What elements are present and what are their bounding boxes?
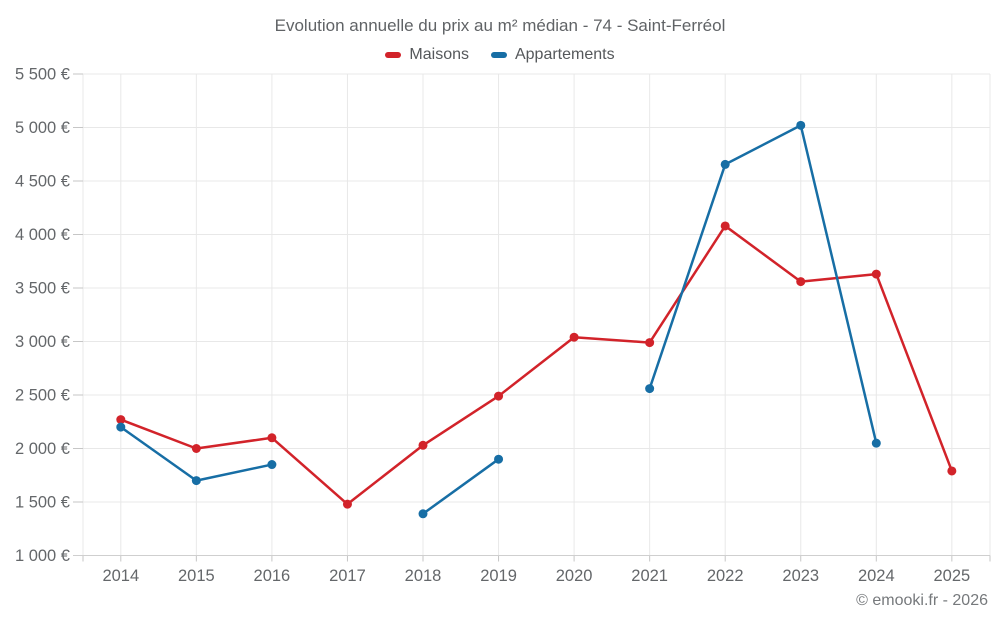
- appartements-series-swatch-icon: [490, 52, 507, 58]
- chart-title: Evolution annuelle du prix au m² médian …: [274, 16, 726, 35]
- y-tick-label: 3 000 €: [15, 333, 70, 351]
- legend-item-maisons[interactable]: Maisons: [385, 46, 469, 64]
- axis-labels: 1 000 € 1 500 € 2 000 € 2 500 € 3 000 € 3 500…: [15, 66, 970, 586]
- y-tick-label: 1 000 €: [15, 547, 70, 565]
- x-tick-label: 2024: [858, 567, 895, 585]
- data-point: [947, 466, 957, 476]
- data-point: [494, 391, 504, 401]
- y-tick-label: 4 000 €: [15, 226, 70, 244]
- data-point: [569, 332, 579, 342]
- y-tick-label: 2 000 €: [15, 440, 70, 458]
- data-point: [267, 433, 277, 443]
- data-point: [720, 159, 730, 169]
- y-tick-label: 3 500 €: [15, 280, 70, 298]
- x-tick-label: 2015: [178, 567, 215, 585]
- x-tick-label: 2020: [556, 567, 593, 585]
- axes: [73, 73, 991, 562]
- legend-label-appartements: Appartements: [514, 46, 615, 63]
- maisons-series-swatch-icon: [385, 52, 402, 58]
- series-maisons: [116, 221, 957, 509]
- data-point: [191, 444, 201, 453]
- data-point: [116, 415, 126, 425]
- series-line: [119, 224, 954, 506]
- x-tick-label: 2022: [707, 567, 744, 585]
- y-tick-label: 1 500 €: [15, 494, 70, 512]
- data-point: [267, 460, 277, 470]
- data-point: [645, 384, 655, 394]
- series-appartements: [116, 120, 881, 519]
- x-tick-label: 2014: [102, 567, 139, 585]
- data-point: [494, 454, 504, 464]
- data-point: [191, 476, 201, 486]
- y-tick-label: 5 000 €: [15, 119, 70, 137]
- data-point: [871, 269, 881, 279]
- data-point: [796, 120, 806, 130]
- data-point: [645, 338, 655, 348]
- data-point: [116, 422, 126, 432]
- data-point: [720, 221, 730, 231]
- legend-label-maisons: Maisons: [409, 46, 469, 63]
- series-line: [648, 124, 878, 445]
- y-tick-label: 2 500 €: [15, 387, 70, 405]
- series-line: [421, 457, 500, 516]
- data-point: [342, 499, 352, 509]
- x-tick-label: 2018: [405, 567, 442, 585]
- y-tick-label: 5 500 €: [15, 66, 70, 84]
- chart-legend: Maisons Appartements: [0, 46, 1000, 64]
- gridlines: [73, 73, 991, 556]
- x-tick-label: 2016: [254, 567, 291, 585]
- x-tick-label: 2019: [480, 567, 517, 585]
- data-point: [871, 438, 881, 448]
- data-point: [418, 440, 428, 450]
- y-tick-label: 4 500 €: [15, 173, 70, 191]
- data-point: [418, 509, 428, 519]
- x-tick-label: 2023: [782, 567, 819, 585]
- x-tick-label: 2021: [631, 567, 668, 585]
- copyright-watermark: © emooki.fr - 2026: [856, 592, 988, 609]
- legend-item-appartements[interactable]: Appartements: [490, 46, 615, 64]
- x-tick-label: 2017: [329, 567, 366, 585]
- x-tick-label: 2025: [933, 567, 970, 585]
- data-point: [796, 277, 806, 287]
